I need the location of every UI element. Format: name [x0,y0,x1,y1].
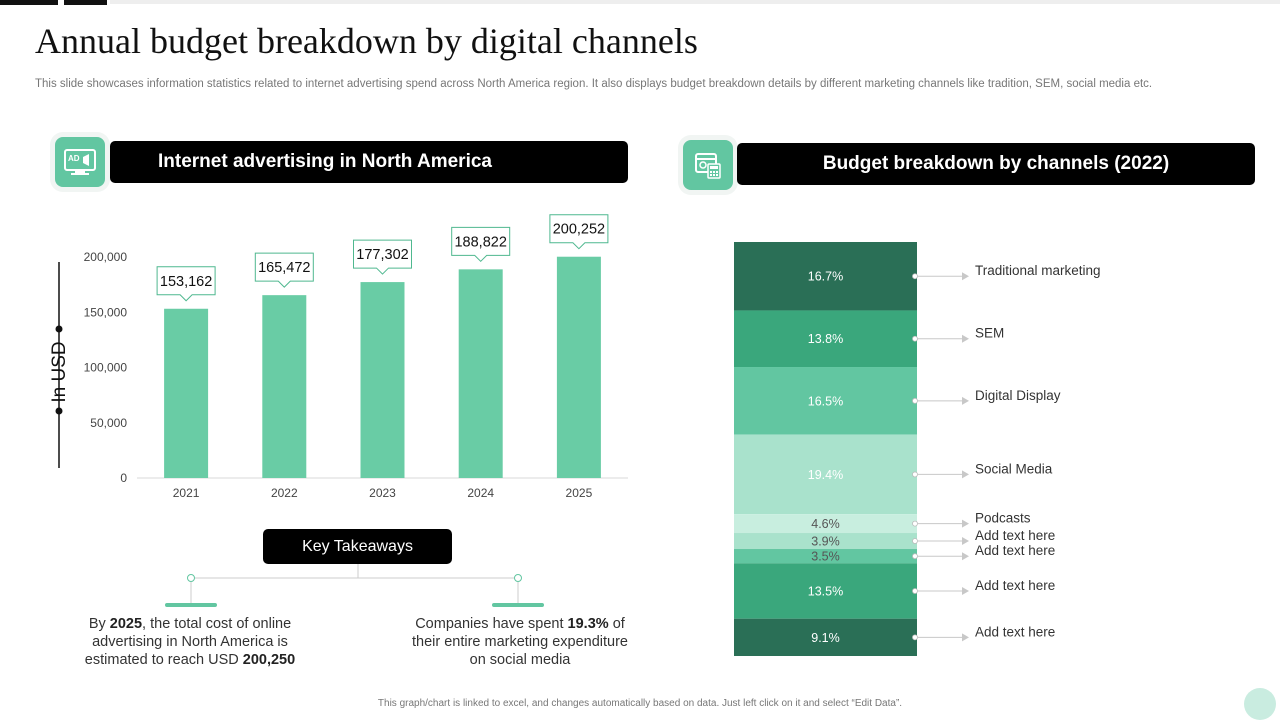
data-label-callout [254,252,314,288]
bar [164,308,209,478]
data-label: 188,822 [454,234,506,250]
data-label-callout [549,214,609,250]
takeaway-right-text: of their entire marketing expenditure on… [411,616,628,668]
svg-text:AD: AD [68,154,80,163]
takeaway-left-text: , the total cost of online advertising i… [84,616,292,668]
y-axis-decor-dot [55,325,63,333]
data-label: 153,162 [160,274,212,290]
page-title: Annual budget breakdown by digital chann… [35,21,698,61]
takeaway-node [514,574,522,582]
takeaway-right: Companies have spent 19.3% of their enti… [405,615,635,669]
takeaway-accent-bar [165,603,217,607]
data-label: 200,252 [553,222,605,238]
data-label-callout [353,239,412,275]
y-tick-label: 200,000 [84,250,128,264]
data-label-callout [451,226,511,263]
top-rule [110,0,1280,4]
takeaway-left: By 2025, the total cost of online advert… [70,615,310,669]
bar [360,282,405,478]
y-tick-label: 50,000 [90,416,127,430]
left-panel-header: Internet advertising in North America [110,141,628,183]
takeaway-left-amount: 200,250 [242,652,296,668]
takeaway-right-text: Companies have spent [415,616,568,632]
y-tick-label: 150,000 [84,305,128,319]
y-tick-label: 100,000 [84,361,128,375]
data-label-callout [156,266,216,302]
right-panel-title: Budget breakdown by channels (2022) [822,153,1170,174]
corner-decoration [1244,688,1276,720]
takeaway-left-text: By [88,616,110,632]
x-tick-label: 2021 [173,486,200,500]
right-panel-header: Budget breakdown by channels (2022) [737,143,1255,185]
takeaway-node [187,574,195,582]
top-accent-bar [0,0,58,5]
page-subtitle: This slide showcases information statist… [35,78,1153,90]
x-tick-label: 2023 [369,486,396,500]
y-tick-label: 0 [120,471,127,485]
x-tick-label: 2025 [566,486,593,500]
takeaway-right-percent: 19.3% [567,616,609,632]
takeaway-left-year: 2025 [109,616,143,632]
bar [262,295,307,478]
y-axis-decor-dot [55,407,63,415]
footer-note: This graph/chart is linked to excel, and… [377,698,903,709]
x-tick-label: 2024 [467,486,494,500]
data-label: 177,302 [356,247,408,263]
top-accent-bar [64,0,107,5]
data-label: 165,472 [258,260,310,276]
bar [458,269,503,478]
calendar-calculator-icon [683,140,733,190]
left-panel-title: Internet advertising in North America [158,151,492,172]
key-takeaways-badge: Key Takeaways [263,529,452,564]
takeaway-accent-bar [492,603,544,607]
key-takeaways-label: Key Takeaways [302,537,413,555]
bar [556,256,601,478]
x-tick-label: 2022 [271,486,298,500]
ad-monitor-icon: AD [55,137,105,187]
